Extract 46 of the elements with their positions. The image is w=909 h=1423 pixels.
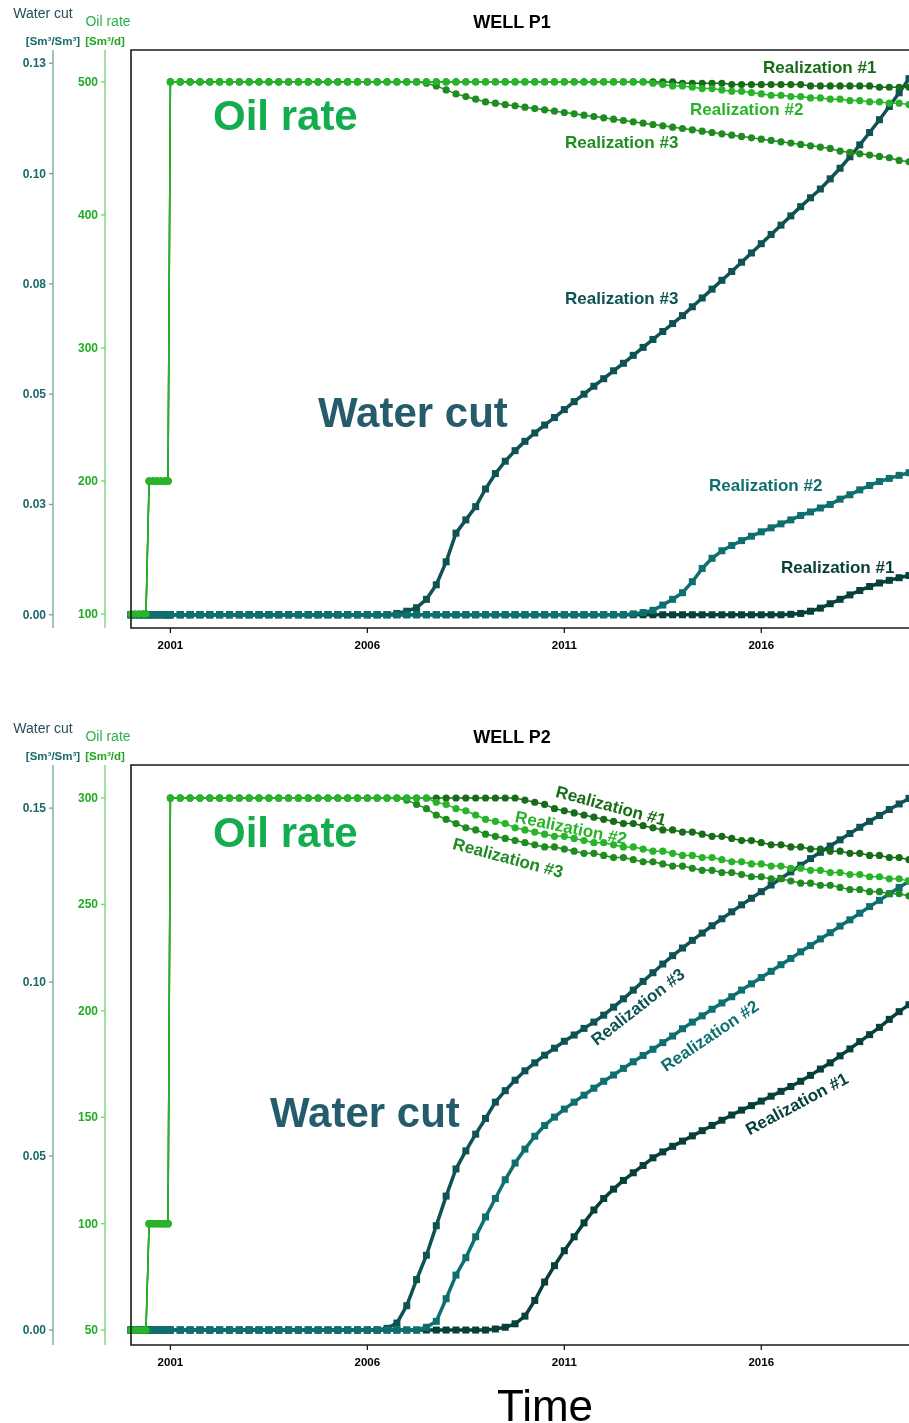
- y-tick-label: 0.00: [22, 1323, 47, 1338]
- series-label: Realization #2: [690, 99, 804, 119]
- series-label: Realization #1: [781, 557, 895, 577]
- x-axis-title: Time: [496, 1380, 594, 1423]
- y2-tick-label: 200: [77, 1003, 99, 1018]
- x-tick-label: 2016: [748, 639, 775, 651]
- y2-tick-label: 300: [77, 340, 99, 355]
- annotation: Water cut: [270, 1088, 460, 1136]
- y2-tick-label: 100: [77, 1216, 99, 1231]
- y2-tick-label: 500: [77, 74, 99, 89]
- y2-tick-label: 150: [77, 1110, 99, 1125]
- y-axis-title: Water cut [Sm³/Sm³]: [13, 720, 81, 762]
- chart-title: WELL P1: [473, 12, 551, 32]
- y-tick-label: 0.10: [22, 975, 47, 990]
- series-label: Realization #2: [709, 475, 823, 495]
- x-tick-label: 2006: [354, 639, 381, 651]
- y-tick-label: 0.05: [22, 387, 47, 402]
- annotation: Water cut: [318, 388, 508, 436]
- y-tick-label: 0.03: [22, 497, 47, 512]
- y-tick-label: 0.08: [22, 276, 47, 291]
- y-axis-title: Water cut [Sm³/Sm³]: [13, 5, 81, 47]
- y-tick-label: 0.10: [22, 166, 47, 181]
- y2-tick-label: 100: [77, 607, 99, 622]
- y2-axis-title: Oil rate [Sm³/d]: [85, 13, 131, 47]
- x-tick-label: 2006: [354, 1356, 381, 1368]
- y2-tick-label: 250: [77, 897, 99, 912]
- series-label: Realization #3: [565, 288, 679, 308]
- y-tick-label: 0.13: [22, 56, 47, 71]
- x-tick-label: 2011: [551, 639, 578, 651]
- y2-tick-label: 300: [77, 790, 99, 805]
- y2-tick-label: 400: [77, 207, 99, 222]
- y2-tick-label: 50: [84, 1323, 99, 1338]
- annotation: Oil rate: [213, 808, 358, 856]
- chart-title: WELL P2: [473, 727, 551, 747]
- y-tick-label: 0.15: [22, 801, 47, 816]
- x-tick-label: 2001: [157, 639, 184, 651]
- x-tick-label: 2016: [748, 1356, 775, 1368]
- y-tick-label: 0.05: [22, 1149, 47, 1164]
- series-label: Realization #3: [565, 132, 679, 152]
- annotation: Oil rate: [213, 91, 358, 139]
- series-label: Realization #1: [763, 57, 877, 77]
- x-tick-label: 2011: [551, 1356, 578, 1368]
- y2-tick-label: 200: [77, 474, 99, 489]
- y-tick-label: 0.00: [22, 607, 47, 622]
- x-tick-label: 2001: [157, 1356, 184, 1368]
- y2-axis-title: Oil rate [Sm³/d]: [85, 728, 131, 762]
